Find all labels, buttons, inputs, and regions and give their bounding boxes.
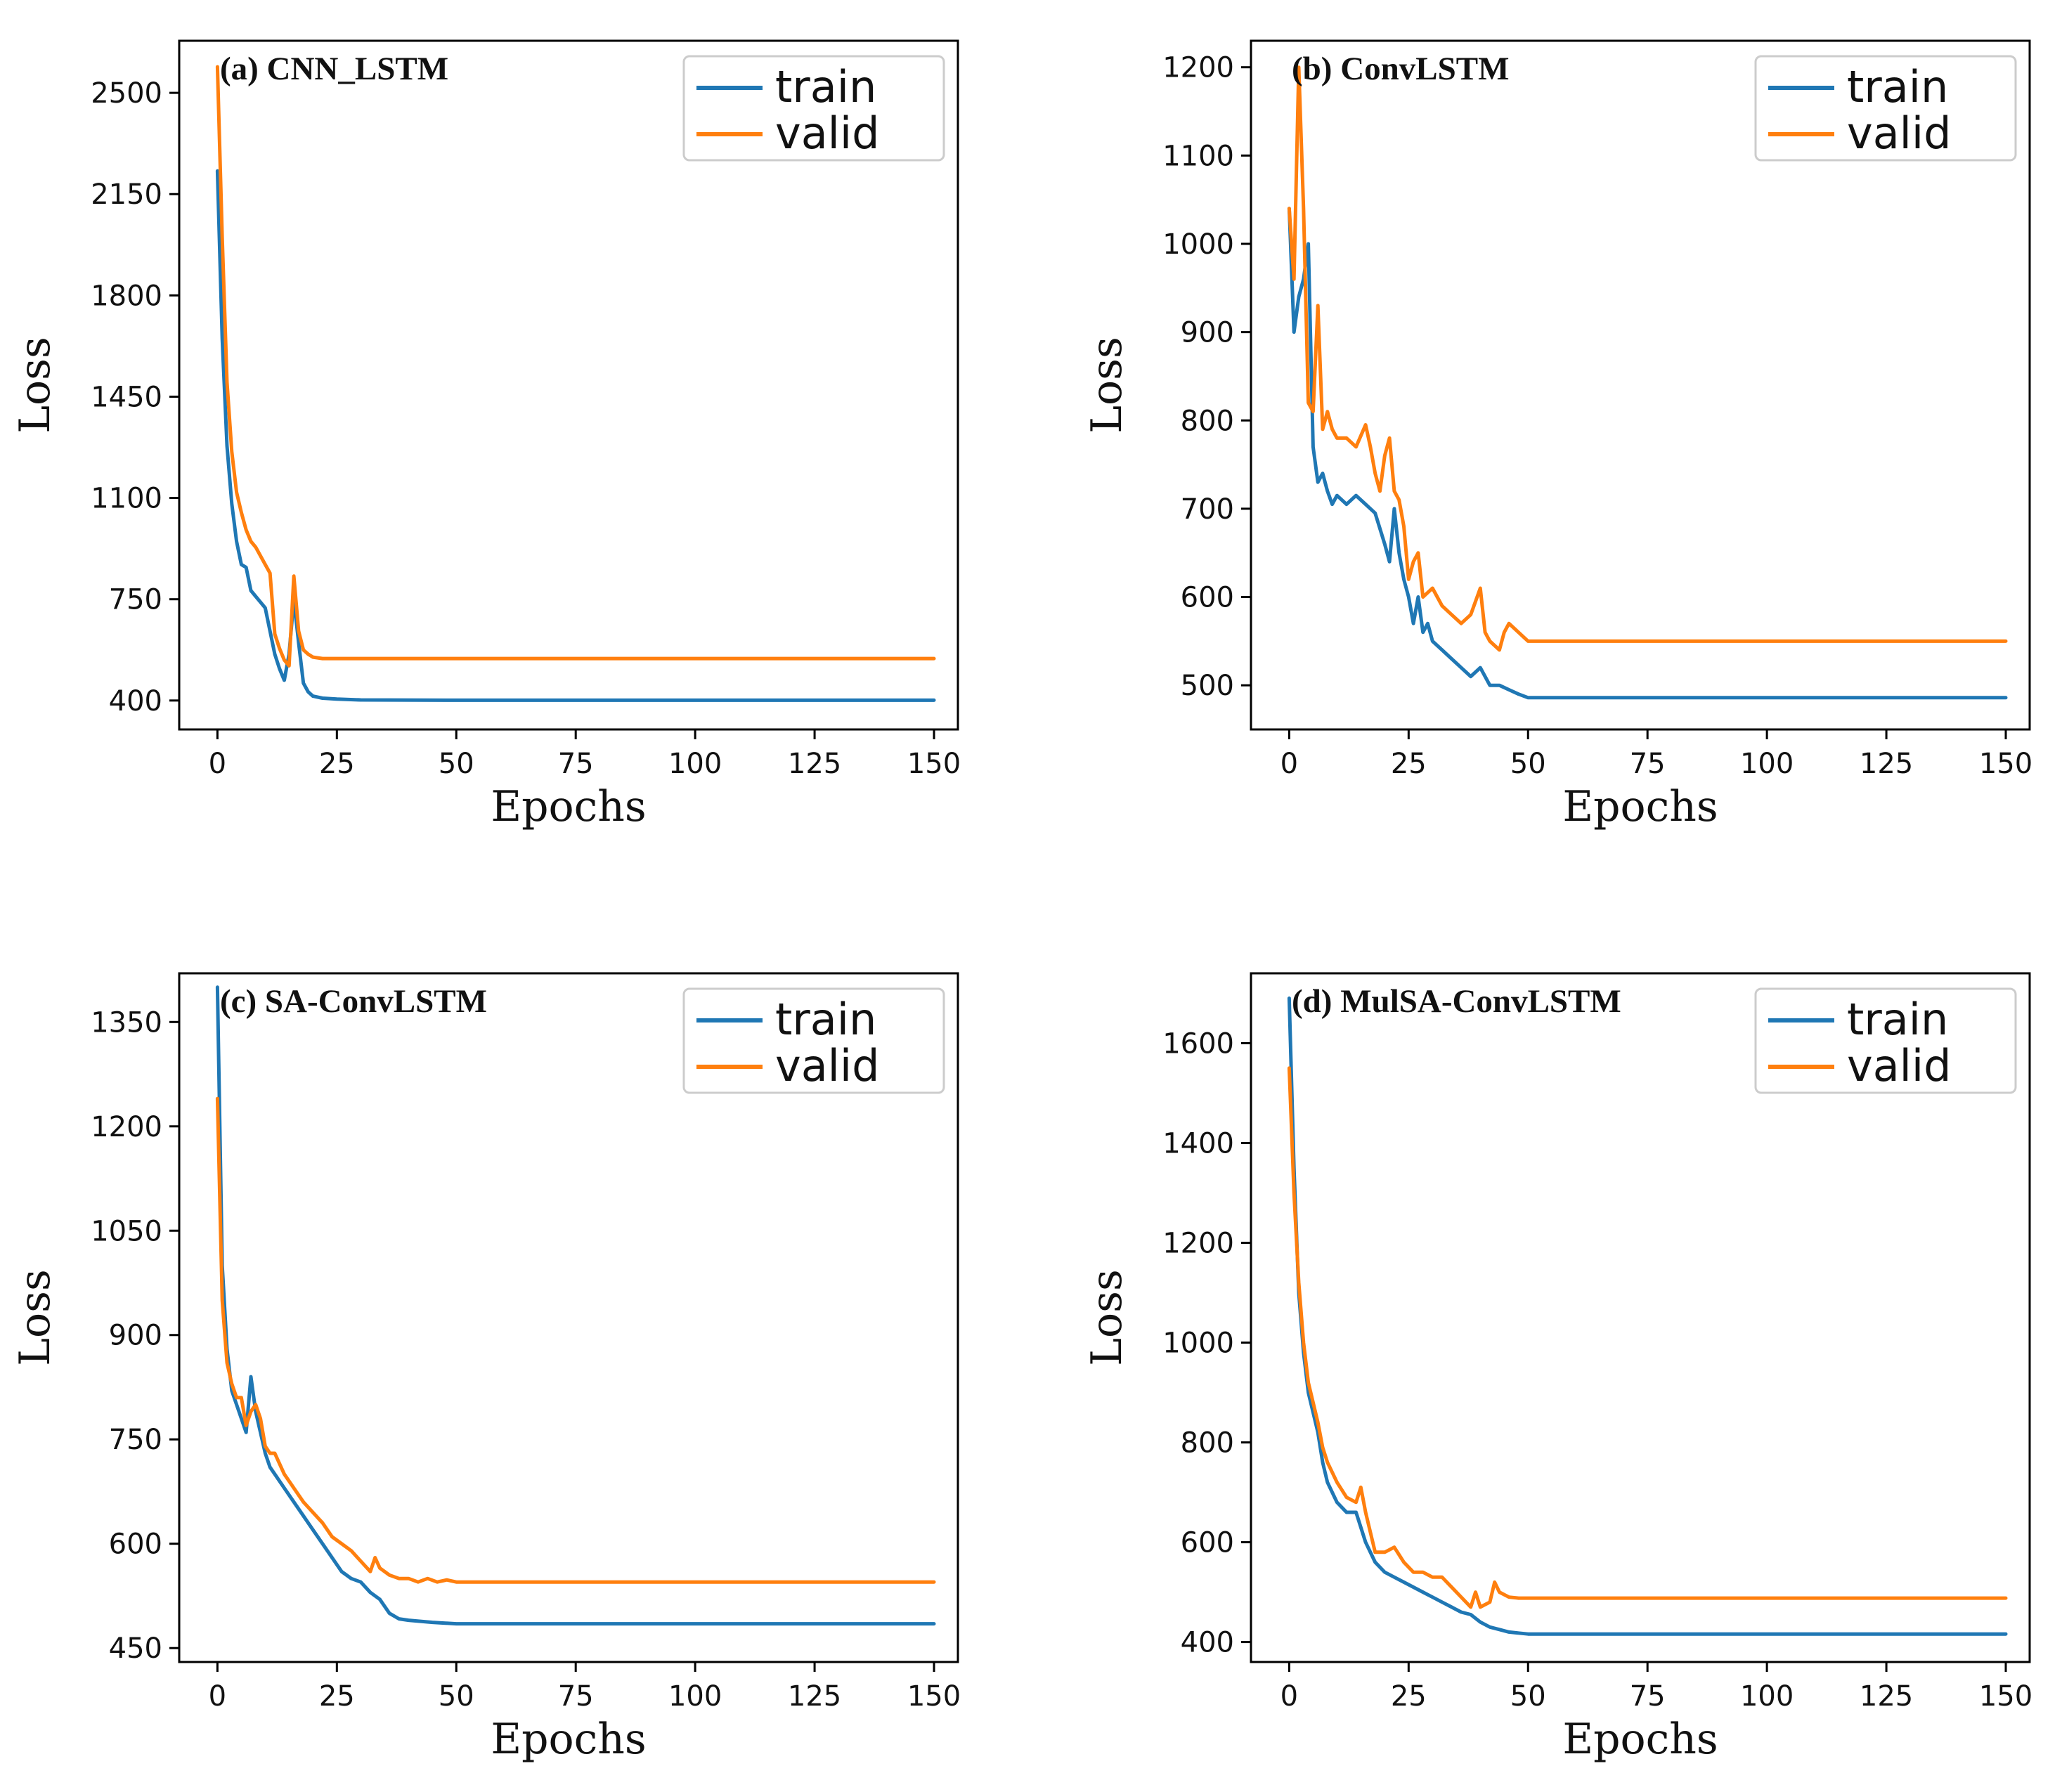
x-axis-label: Epochs [491, 1715, 646, 1764]
y-tick-label: 1100 [91, 483, 162, 515]
y-tick-label: 1050 [91, 1215, 162, 1247]
plot-frame [1250, 972, 2031, 1663]
x-tick-label: 100 [1740, 748, 1794, 780]
y-tick-label: 1100 [1162, 140, 1234, 172]
x-tick-label: 75 [558, 1680, 594, 1713]
x-tick-label: 125 [788, 748, 841, 780]
y-tick-label: 600 [1181, 582, 1234, 614]
y-tick-label: 1000 [1162, 228, 1234, 261]
y-tick-label: 750 [109, 584, 162, 616]
y-tick-label: 1450 [91, 381, 162, 413]
y-tick-label: 800 [1181, 405, 1234, 437]
x-tick-label: 100 [668, 1680, 722, 1713]
legend-label-train: train [775, 994, 876, 1045]
x-tick-label: 125 [788, 1680, 841, 1713]
y-axis-label: Loss [1082, 337, 1131, 434]
x-tick-label: 25 [319, 748, 355, 780]
chart-panel-b: 0 25 50 75 100 125 150 500 600 700 800 900 1000 1100 1… [1082, 39, 2032, 831]
chart-panel-c: 0 25 50 75 100 125 150 450 600 750 900 1050 1200 1350… [11, 972, 961, 1764]
chart-panel-d: 0 25 50 75 100 125 150 400 600 800 1000 1200 1400 160… [1082, 972, 2032, 1764]
legend-label-valid: valid [1847, 1040, 1952, 1091]
x-tick-label: 50 [439, 748, 474, 780]
y-tick-label: 500 [1181, 670, 1234, 702]
y-tick-label: 600 [109, 1528, 162, 1561]
x-tick-label: 150 [1979, 748, 2032, 780]
x-tick-label: 0 [209, 748, 226, 780]
legend-label-valid: valid [775, 1040, 880, 1091]
y-axis-label: Loss [11, 337, 60, 434]
y-tick-label: 750 [109, 1424, 162, 1456]
chart-panel-a: 0 25 50 75 100 125 150 400 750 1100 1450 1800 2150 25… [11, 39, 961, 831]
y-tick-label: 900 [1181, 317, 1234, 349]
y-tick-label: 1000 [1162, 1327, 1234, 1360]
x-tick-label: 150 [907, 1680, 961, 1713]
series-line-valid [1287, 65, 2008, 652]
y-tick-label: 1400 [1162, 1127, 1234, 1160]
plot-frame [178, 39, 959, 731]
x-tick-label: 75 [558, 748, 594, 780]
panel-title: (d) MulSA-ConvLSTM [1292, 983, 1621, 1020]
series-line-valid [1287, 1066, 2008, 1609]
series-line-train [1287, 207, 2008, 700]
y-tick-label: 1200 [91, 1111, 162, 1143]
x-tick-label: 0 [1280, 748, 1298, 780]
y-tick-label: 1200 [1162, 52, 1234, 84]
x-tick-label: 0 [1280, 1680, 1298, 1713]
y-tick-label: 2500 [91, 77, 162, 110]
panel-title: (a) CNN_LSTM [220, 51, 448, 87]
legend-label-train: train [1847, 61, 1948, 112]
y-tick-label: 1600 [1162, 1027, 1234, 1060]
y-tick-label: 800 [1181, 1427, 1234, 1460]
x-tick-label: 25 [1391, 748, 1427, 780]
y-tick-label: 1200 [1162, 1227, 1234, 1259]
x-tick-label: 100 [1740, 1680, 1794, 1713]
x-axis-label: Epochs [1562, 1715, 1718, 1764]
y-tick-label: 400 [1181, 1627, 1234, 1659]
x-tick-label: 75 [1630, 1680, 1666, 1713]
y-tick-label: 400 [109, 685, 162, 718]
plot-frame [1250, 39, 2031, 731]
plot-frame [178, 972, 959, 1663]
y-axis-label: Loss [1082, 1269, 1131, 1366]
legend-label-valid: valid [775, 108, 880, 159]
x-tick-label: 75 [1630, 748, 1666, 780]
y-tick-label: 900 [109, 1320, 162, 1352]
panel-title: (c) SA-ConvLSTM [220, 983, 487, 1020]
x-tick-label: 50 [439, 1680, 474, 1713]
x-tick-label: 150 [907, 748, 961, 780]
y-tick-label: 2150 [91, 178, 162, 211]
x-tick-label: 25 [1391, 1680, 1427, 1713]
y-tick-label: 1800 [91, 280, 162, 312]
x-tick-label: 125 [1860, 748, 1913, 780]
y-tick-label: 700 [1181, 493, 1234, 526]
x-tick-label: 125 [1860, 1680, 1913, 1713]
x-tick-label: 150 [1979, 1680, 2032, 1713]
panel-title: (b) ConvLSTM [1292, 51, 1509, 87]
y-axis-label: Loss [11, 1269, 60, 1366]
x-axis-label: Epochs [1562, 782, 1718, 831]
series-line-valid [215, 65, 936, 668]
series-line-train [215, 985, 936, 1626]
series-line-train [1287, 996, 2008, 1636]
x-axis-label: Epochs [491, 782, 646, 831]
x-tick-label: 100 [668, 748, 722, 780]
x-tick-label: 50 [1510, 1680, 1546, 1713]
x-tick-label: 50 [1510, 748, 1546, 780]
x-tick-label: 25 [319, 1680, 355, 1713]
series-line-valid [215, 1096, 936, 1584]
legend-label-train: train [1847, 994, 1948, 1045]
x-tick-label: 0 [209, 1680, 226, 1713]
legend-label-train: train [775, 61, 876, 112]
series-line-train [215, 169, 936, 702]
y-tick-label: 450 [109, 1632, 162, 1665]
y-tick-label: 1350 [91, 1006, 162, 1039]
y-tick-label: 600 [1181, 1527, 1234, 1559]
legend-label-valid: valid [1847, 108, 1952, 159]
